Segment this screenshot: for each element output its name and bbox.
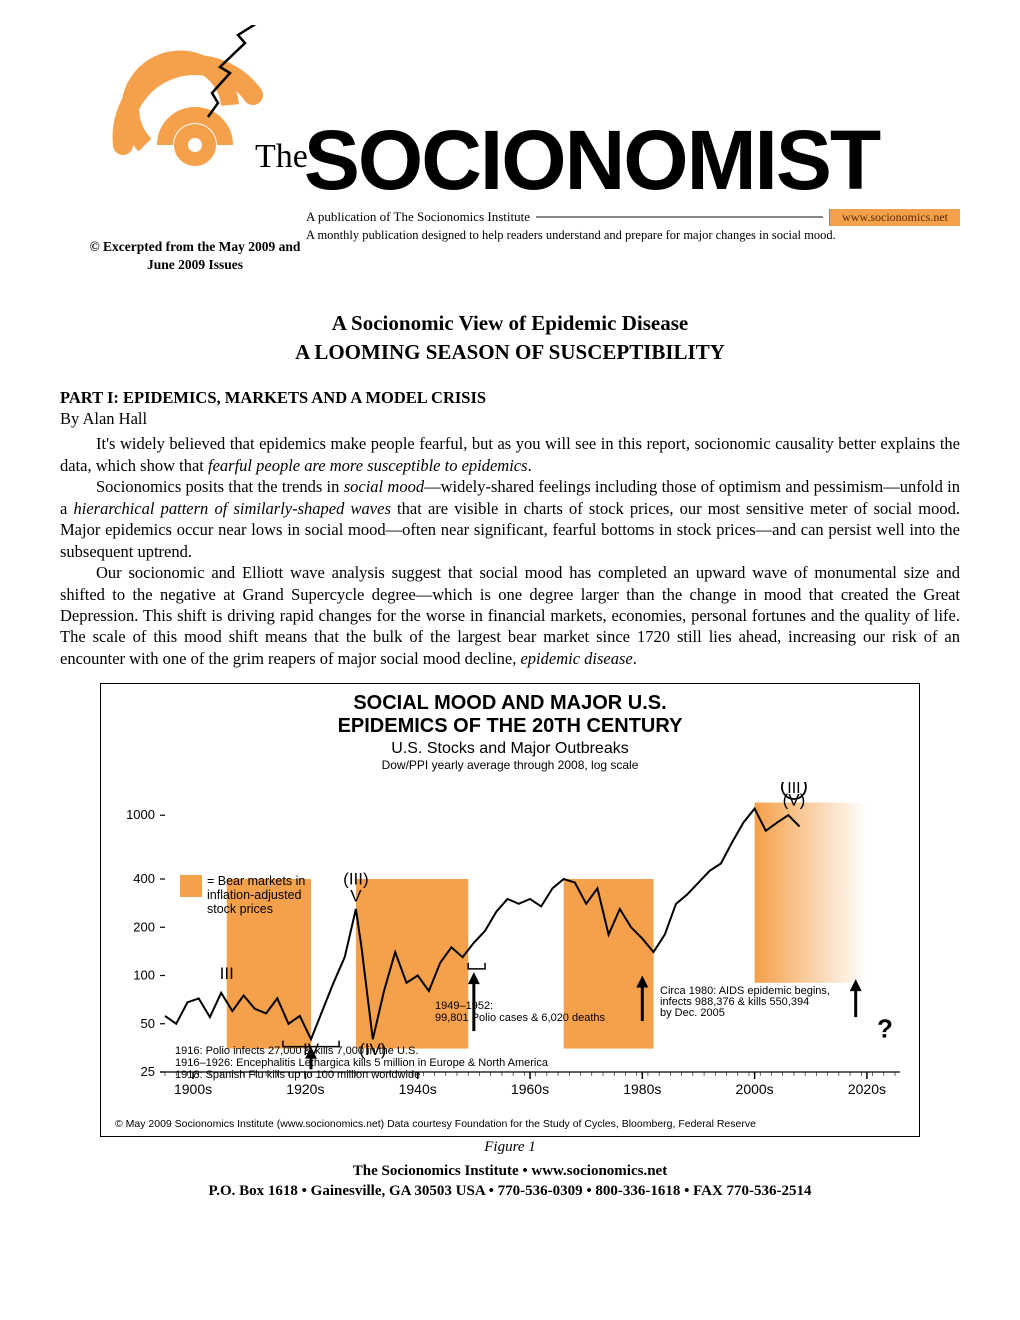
divider [536,216,823,218]
svg-text:1916: Polio infects 27,000 & k: 1916: Polio infects 27,000 & kills 7,000… [175,1045,418,1057]
footer-line-2: P.O. Box 1618 • Gainesville, GA 30503 US… [60,1182,960,1202]
p2-em2: hierarchical pattern of similarly-shaped… [74,499,391,518]
svg-text:1900s: 1900s [174,1081,212,1097]
p1-em: fearful people are more susceptible to e… [208,456,528,475]
chart-svg: 25 50 100 200 400 1000 1900s 1920s 1940s 1960s 198… [115,782,905,1112]
svg-text:1940s: 1940s [399,1081,437,1097]
p3-a: Our socionomic and Elliott wave analysis… [60,563,960,668]
svg-text:?: ? [877,1014,893,1044]
svg-text:100: 100 [133,968,155,983]
svg-text:2020s: 2020s [848,1081,886,1097]
svg-text:1916–1926: Encephalitis Lethar: 1916–1926: Encephalitis Lethargica kills… [175,1057,549,1069]
masthead-subhead: A publication of The Socionomics Institu… [306,208,960,226]
p3-em: epidemic disease [520,649,632,668]
p2-a: Socionomics posits that the trends in [96,477,344,496]
paragraph-2: Socionomics posits that the trends in so… [60,476,960,562]
footer-line-1: The Socionomics Institute • www.socionom… [60,1162,960,1182]
svg-text:25: 25 [141,1064,155,1079]
svg-text:III: III [220,964,234,983]
svg-text:1949–1952:: 1949–1952: [435,1000,493,1012]
paragraph-1: It's widely believed that epidemics make… [60,433,960,476]
masthead-title: TheSOCIONOMIST [255,118,879,202]
chart-title-l1: SOCIAL MOOD AND MAJOR U.S. [353,692,666,714]
chart-container: SOCIAL MOOD AND MAJOR U.S. EPIDEMICS OF … [100,683,920,1137]
svg-text:1920s: 1920s [286,1081,324,1097]
p3-b: . [633,649,637,668]
svg-text:1980s: 1980s [623,1081,661,1097]
headline-2: A LOOMING SEASON OF SUSCEPTIBILITY [60,339,960,366]
page: TheSOCIONOMIST A publication of The Soci… [0,0,1020,1241]
figure-caption: Figure 1 [60,1139,960,1156]
svg-text:99,801 Polio cases & 6,020 dea: 99,801 Polio cases & 6,020 deaths [435,1012,606,1024]
svg-text:200: 200 [133,920,155,935]
byline: By Alan Hall [60,408,960,429]
svg-text:by Dec. 2005: by Dec. 2005 [660,1007,725,1019]
p1-b: . [528,456,532,475]
masthead: TheSOCIONOMIST A publication of The Soci… [60,30,960,220]
chart-title-l2: EPIDEMICS OF THE 20TH CENTURY [338,715,683,737]
svg-text:stock prices: stock prices [207,902,273,916]
paragraph-3: Our socionomic and Elliott wave analysis… [60,562,960,669]
excerpt-note: © Excerpted from the May 2009 and June 2… [80,238,310,274]
publication-of: A publication of The Socionomics Institu… [306,209,530,225]
section-head: PART I: EPIDEMICS, MARKETS AND A MODEL C… [60,387,960,408]
svg-text:inflation-adjusted: inflation-adjusted [207,888,302,902]
svg-text:400: 400 [133,871,155,886]
tagline: A monthly publication designed to help r… [306,228,836,243]
title-main-text: SOCIONOMIST [304,113,879,207]
p2-em1: social mood [344,477,424,496]
publication-of-text: A publication of The Socionomics Institu… [306,209,530,224]
svg-text:2000s: 2000s [736,1081,774,1097]
chart-copyright: © May 2009 Socionomics Institute (www.so… [115,1118,905,1130]
chart-subtitle-2: Dow/PPI yearly average through 2008, log… [115,758,905,772]
svg-text:= Bear markets in: = Bear markets in [207,874,305,888]
page-footer: The Socionomics Institute • www.socionom… [60,1162,960,1201]
svg-text:1000: 1000 [126,808,155,823]
svg-text:V: V [350,887,362,906]
svg-text:(V): (V) [783,791,806,810]
svg-text:1960s: 1960s [511,1081,549,1097]
chart-title: SOCIAL MOOD AND MAJOR U.S. EPIDEMICS OF … [115,692,905,738]
article-body: A Socionomic View of Epidemic Disease A … [60,310,960,669]
title-prefix: The [255,138,308,175]
chart-plot: 25 50 100 200 400 1000 1900s 1920s 1940s 1960s 198… [115,782,905,1112]
chart-subtitle: U.S. Stocks and Major Outbreaks [115,740,905,758]
svg-text:50: 50 [141,1016,155,1031]
masthead-url: www.socionomics.net [829,209,960,226]
headline-1: A Socionomic View of Epidemic Disease [60,310,960,337]
svg-text:1918: Spanish Flu kills up to: 1918: Spanish Flu kills up to 100 millio… [175,1069,420,1081]
